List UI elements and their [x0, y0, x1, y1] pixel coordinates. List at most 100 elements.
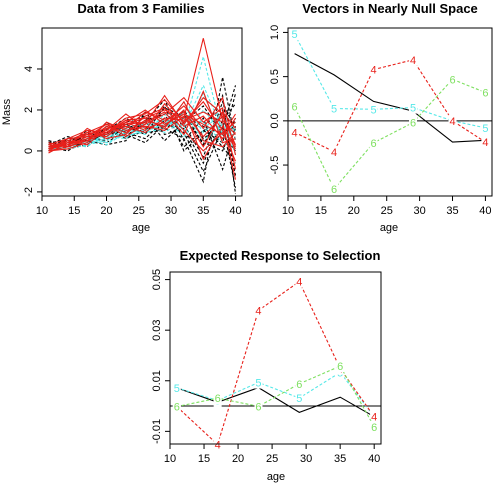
series-line [48, 100, 237, 159]
point-marker-label: 5 [174, 383, 180, 395]
x-tick-label: 10 [164, 453, 176, 465]
point-marker-bg [448, 114, 457, 127]
series-line [176, 371, 375, 418]
y-tick-label: -0.01 [151, 419, 163, 444]
series-line [48, 96, 237, 156]
x-tick-label: 25 [266, 453, 278, 465]
point-marker-bg [290, 28, 299, 41]
point-marker-label: 5 [292, 29, 298, 41]
x-tick-label: 30 [300, 453, 312, 465]
y-tick-label: 4 [23, 66, 35, 72]
series-line [176, 386, 375, 418]
point-marker-bg [481, 136, 490, 149]
point-marker-bg [369, 136, 378, 149]
x-tick-label: 15 [315, 205, 327, 217]
point-marker-bg [370, 410, 379, 423]
point-marker-label: 5 [370, 104, 376, 116]
y-tick-label: 0.05 [151, 269, 163, 290]
point-marker-bg [254, 304, 263, 317]
point-marker-label: 4 [410, 55, 416, 67]
series-line [48, 109, 236, 161]
chart-expected-response-to-selection: Expected Response to Selection age 10 15 2… [151, 248, 382, 483]
point-marker-bg [481, 121, 490, 134]
series-line [48, 100, 236, 148]
x-tick-label: 35 [334, 453, 346, 465]
point-marker-label: 5 [410, 103, 416, 115]
x-tick-label: 25 [381, 205, 393, 217]
series-line [294, 78, 486, 190]
point-marker-bg [448, 73, 457, 86]
x-tick-label: 30 [165, 205, 177, 217]
point-marker-label: 4 [371, 412, 377, 424]
series-line [294, 53, 486, 143]
series-line [48, 94, 237, 150]
chart-title: Data from 3 Families [77, 1, 204, 16]
x-tick-label: 35 [446, 205, 458, 217]
x-tick-label: 30 [413, 205, 425, 217]
point-marker-bg [409, 53, 418, 66]
series-line [48, 102, 236, 150]
x-tick-label: 10 [282, 205, 294, 217]
point-marker-label: 6 [331, 184, 337, 196]
y-tick-label: 0 [23, 148, 35, 154]
y-tick-label: 0.03 [151, 319, 163, 340]
point-marker-bg [481, 86, 490, 99]
point-marker-bg [172, 381, 181, 394]
point-marker-label: 5 [296, 393, 302, 405]
x-axis-label: age [267, 471, 285, 483]
point-marker-label: 6 [292, 102, 298, 114]
series-line [48, 84, 236, 152]
x-tick-label: 25 [133, 205, 145, 217]
x-tick-label: 20 [348, 205, 360, 217]
x-tick-label: 20 [100, 205, 112, 217]
point-marker-label: 6 [449, 74, 455, 86]
x-tick-label: 35 [197, 205, 209, 217]
series-line [48, 107, 236, 152]
series-line [294, 59, 486, 153]
point-marker-label: 6 [174, 402, 180, 414]
point-marker-label: 4 [215, 440, 221, 452]
point-marker-label: 6 [255, 401, 261, 413]
point-marker-label: 4 [255, 305, 261, 317]
series-line [294, 33, 486, 129]
series-line [48, 54, 236, 152]
chart-title: Expected Response to Selection [180, 248, 381, 263]
x-axis-label: age [380, 222, 398, 234]
point-marker-bg [369, 103, 378, 116]
point-marker-bg [172, 400, 181, 413]
point-marker-label: 6 [337, 361, 343, 373]
chart-vectors-in-nearly-null-space: Vectors in Nearly Null Space age 10 15 20 2… [269, 1, 493, 234]
chart-title: Vectors in Nearly Null Space [302, 1, 478, 16]
point-marker-label: 6 [215, 393, 221, 405]
x-tick-label: 20 [232, 453, 244, 465]
point-marker-bg [254, 400, 263, 413]
x-tick-label: 10 [36, 205, 48, 217]
y-tick-label: -2 [23, 187, 35, 197]
y-axis-label: Mass [1, 98, 13, 125]
point-marker-label: 4 [482, 137, 488, 149]
y-tick-label: 2 [23, 107, 35, 113]
point-marker-label: 4 [292, 127, 298, 139]
plot-frame [41, 27, 243, 197]
point-marker-label: 6 [482, 88, 488, 100]
series-line [48, 98, 237, 162]
point-marker-label: 4 [370, 65, 376, 77]
point-marker-bg [409, 101, 418, 114]
y-tick-label: -0.5 [269, 156, 281, 175]
point-marker-label: 4 [449, 116, 455, 128]
y-tick-label: 0.01 [151, 370, 163, 391]
x-tick-label: 40 [479, 205, 491, 217]
point-marker-label: 5 [482, 123, 488, 135]
x-tick-label: 40 [368, 453, 380, 465]
point-marker-bg [409, 116, 418, 129]
x-tick-label: 15 [68, 205, 80, 217]
plot-frame [287, 27, 493, 197]
point-marker-bg [330, 102, 339, 115]
point-marker-bg [330, 182, 339, 195]
point-marker-bg [370, 420, 379, 433]
point-marker-bg [213, 392, 222, 405]
point-marker-bg [295, 377, 304, 390]
series-line [48, 109, 236, 148]
point-marker-label: 6 [370, 138, 376, 150]
